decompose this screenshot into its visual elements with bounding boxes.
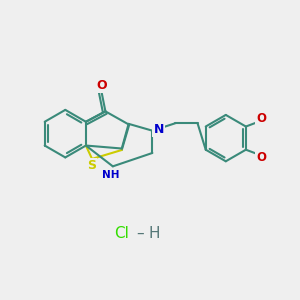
Text: Cl: Cl: [114, 226, 129, 241]
Text: O: O: [256, 151, 267, 164]
Text: O: O: [256, 112, 267, 125]
Text: S: S: [87, 159, 96, 172]
Text: NH: NH: [102, 170, 119, 180]
Text: H: H: [149, 226, 160, 241]
Text: O: O: [96, 79, 107, 92]
Text: –: –: [136, 226, 143, 241]
Text: N: N: [154, 123, 164, 136]
